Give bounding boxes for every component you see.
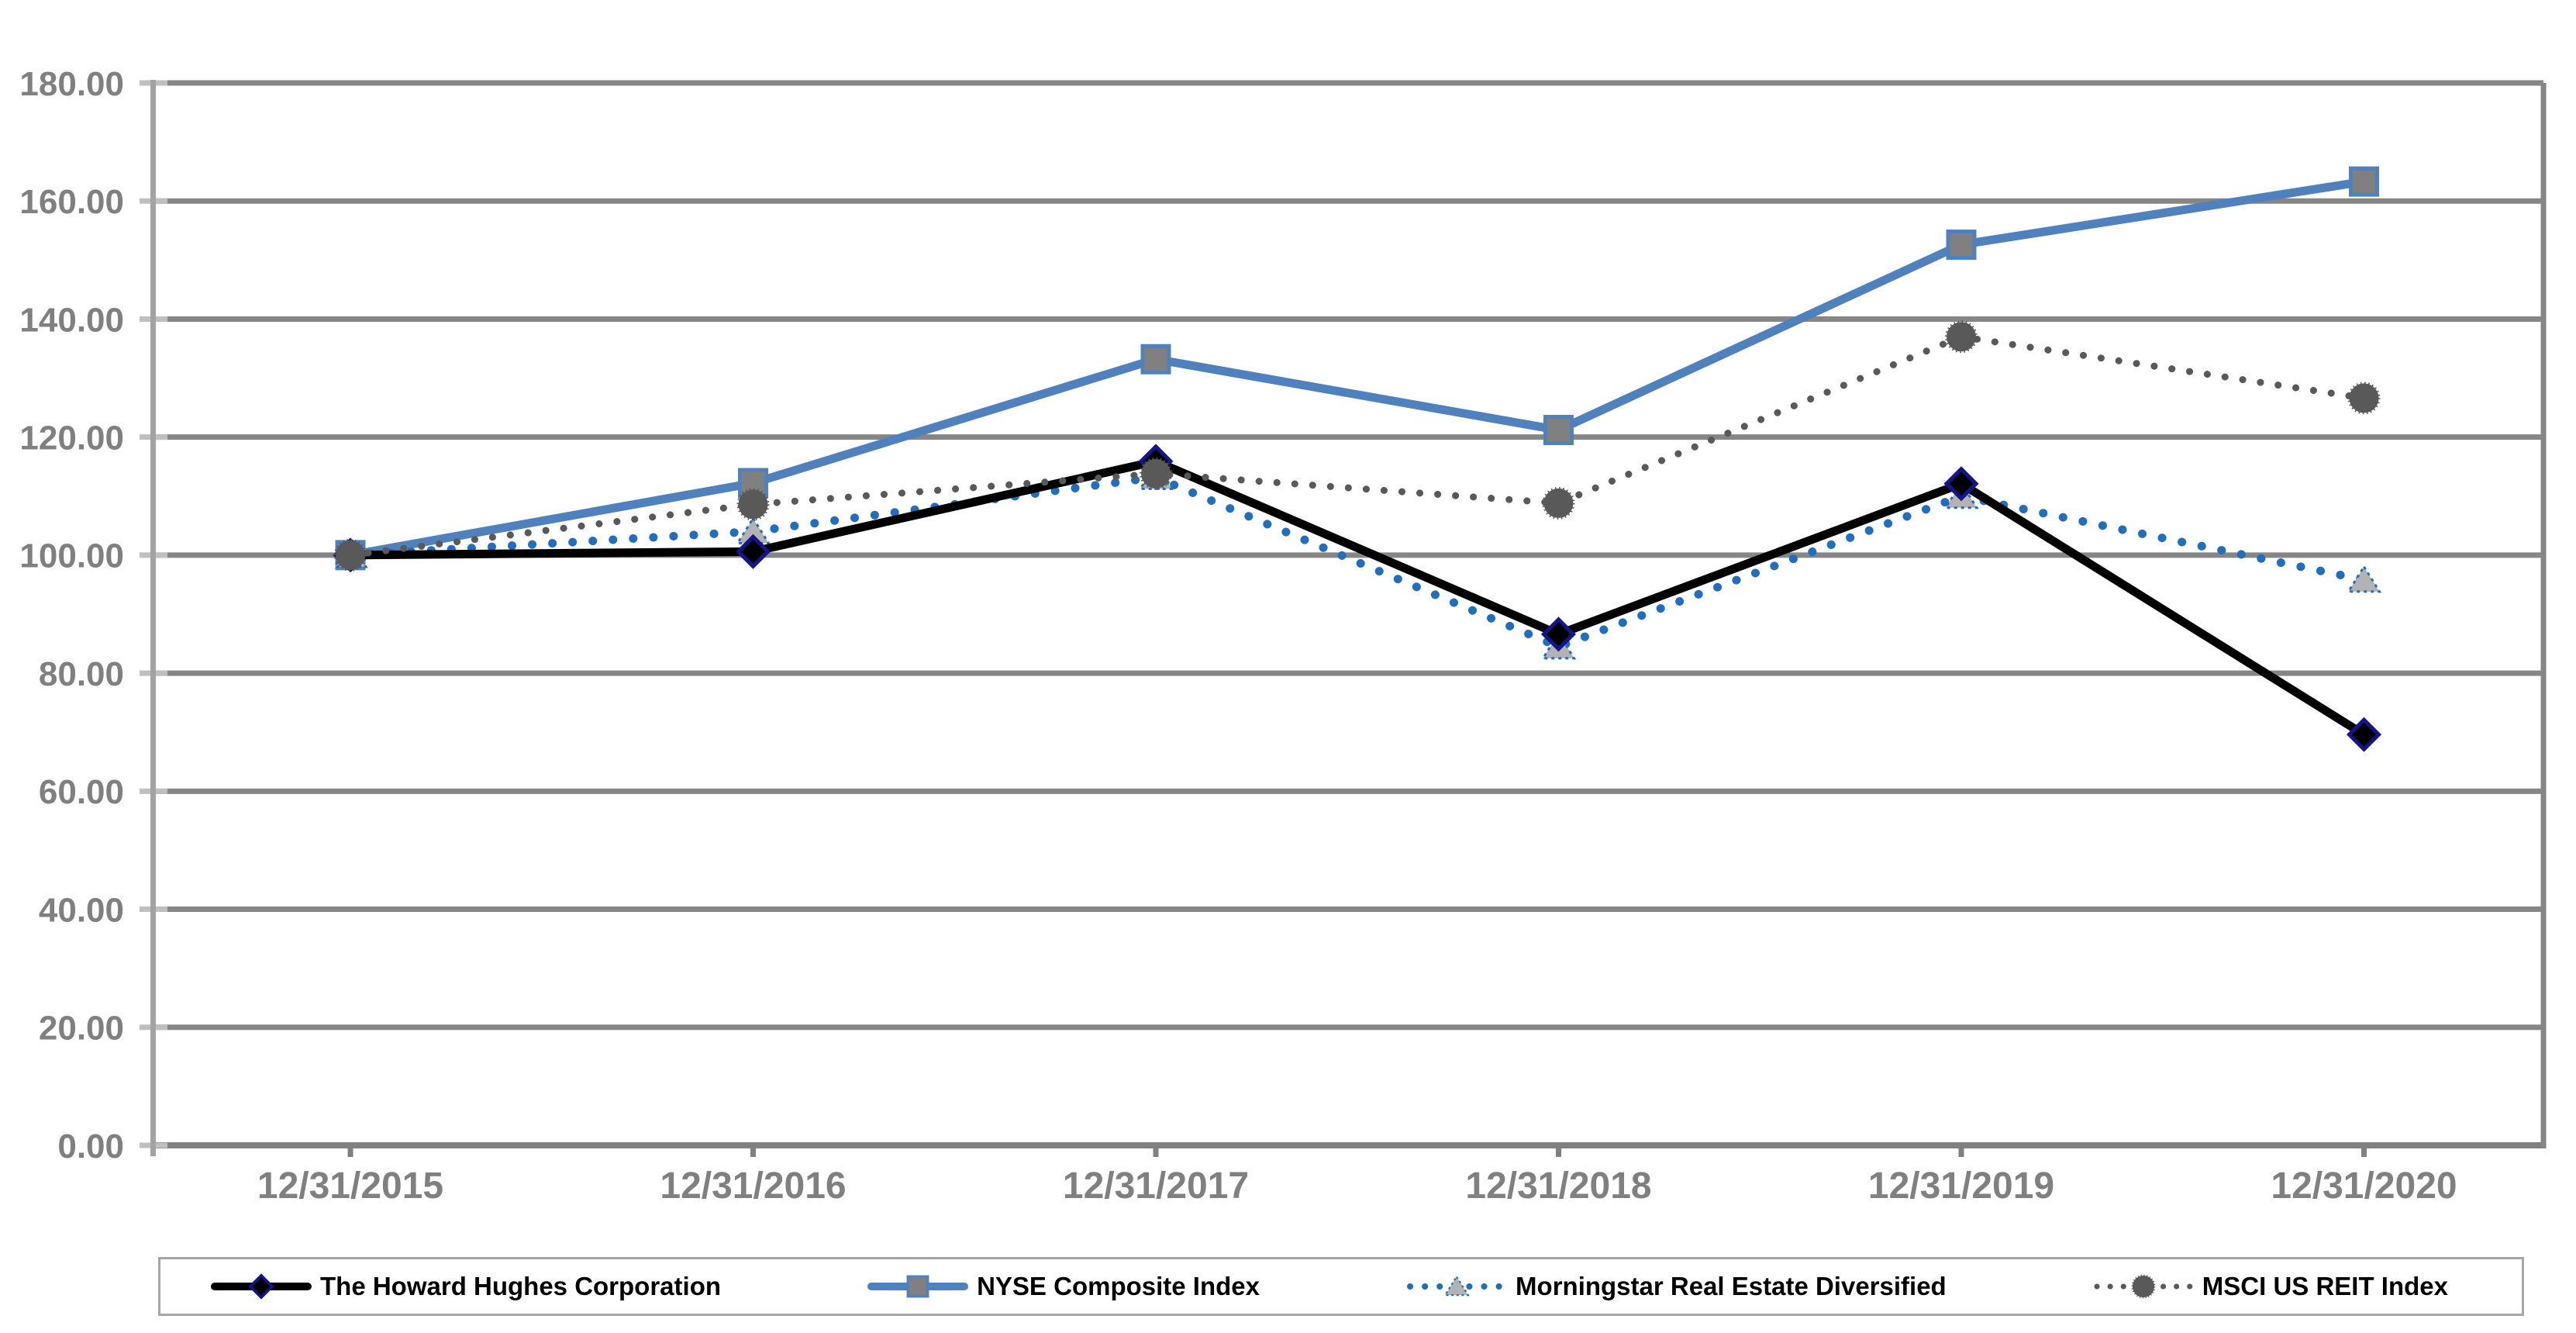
series-line <box>346 177 2368 560</box>
y-axis-label: 120.00 <box>19 420 124 458</box>
marker-diamond <box>1943 466 1979 502</box>
legend-item: NYSE Composite Index <box>867 1267 1260 1306</box>
marker-square <box>1140 344 1171 375</box>
y-axis-label: 40.00 <box>39 891 124 929</box>
series-diamond <box>333 444 2382 752</box>
series-square <box>335 166 2379 571</box>
marker-circle <box>2347 382 2381 415</box>
series-circle <box>334 320 2381 572</box>
marker-diamond <box>1540 616 1577 652</box>
series-triangle <box>333 461 2382 660</box>
marker-circle <box>736 488 770 521</box>
marker-circle <box>1945 320 1978 354</box>
marker-diamond <box>248 1273 274 1300</box>
y-axis-label: 180.00 <box>19 65 124 103</box>
x-axis-labels: 12/31/2015 12/31/2016 12/31/2017 12/31/2018… <box>257 1166 2457 1207</box>
series-line <box>347 333 2367 559</box>
x-axis-label: 12/31/2020 <box>2271 1166 2457 1207</box>
x-axis-ticks <box>347 1145 2367 1157</box>
marker-diamond <box>2346 717 2382 752</box>
legend-item: The Howard Hughes Corporation <box>210 1267 721 1306</box>
marker-square <box>1946 230 1977 261</box>
chart-legend: The Howard Hughes Corporation NYSE Compos… <box>158 1257 2524 1316</box>
x-axis-label: 12/31/2016 <box>660 1166 846 1207</box>
legend-square-swatch-icon <box>867 1275 969 1298</box>
y-axis-label: 140.00 <box>19 301 124 339</box>
series-line <box>346 472 2368 651</box>
y-axis-label: 100.00 <box>19 537 124 575</box>
x-axis-label: 12/31/2017 <box>1063 1166 1249 1207</box>
y-axis-labels: 0.00 20.00 40.00 60.00 80.00 100.00 120.00 140.… <box>19 65 124 1166</box>
marker-triangle <box>2346 565 2382 593</box>
marker-square <box>2349 166 2379 197</box>
legend-item: MSCI US REIT Index <box>2092 1267 2448 1306</box>
legend-diamond-swatch-icon <box>211 1273 312 1300</box>
y-axis-label: 0.00 <box>57 1128 124 1166</box>
gridlines <box>153 80 2543 1148</box>
legend-label: Morningstar Real Estate Diversified <box>1516 1272 1947 1300</box>
legend-triangle-swatch-icon <box>1407 1275 1507 1297</box>
legend-circle-swatch-icon <box>2094 1274 2193 1299</box>
legend-label: The Howard Hughes Corporation <box>320 1272 722 1300</box>
y-axis-label: 80.00 <box>39 655 124 693</box>
y-axis-label: 160.00 <box>19 183 124 221</box>
legend-label: NYSE Composite Index <box>977 1272 1260 1300</box>
marker-circle <box>334 538 367 572</box>
marker-circle <box>1140 457 1172 490</box>
marker-square <box>1543 415 1574 446</box>
marker-circle <box>1542 486 1575 520</box>
series-line <box>346 457 2368 739</box>
y-axis-label: 20.00 <box>39 1010 124 1048</box>
y-axis-label: 60.00 <box>39 773 124 811</box>
legend-item: Morningstar Real Estate Diversified <box>1405 1267 1947 1306</box>
marker-circle <box>2131 1274 2156 1299</box>
marker-triangle <box>1443 1275 1470 1297</box>
x-axis-label: 12/31/2015 <box>257 1166 443 1207</box>
legend-label: MSCI US REIT Index <box>2202 1272 2448 1300</box>
marker-square <box>906 1275 929 1298</box>
x-axis-label: 12/31/2019 <box>1868 1166 2054 1207</box>
marker-diamond <box>735 534 771 569</box>
x-axis-label: 12/31/2018 <box>1465 1166 1651 1207</box>
